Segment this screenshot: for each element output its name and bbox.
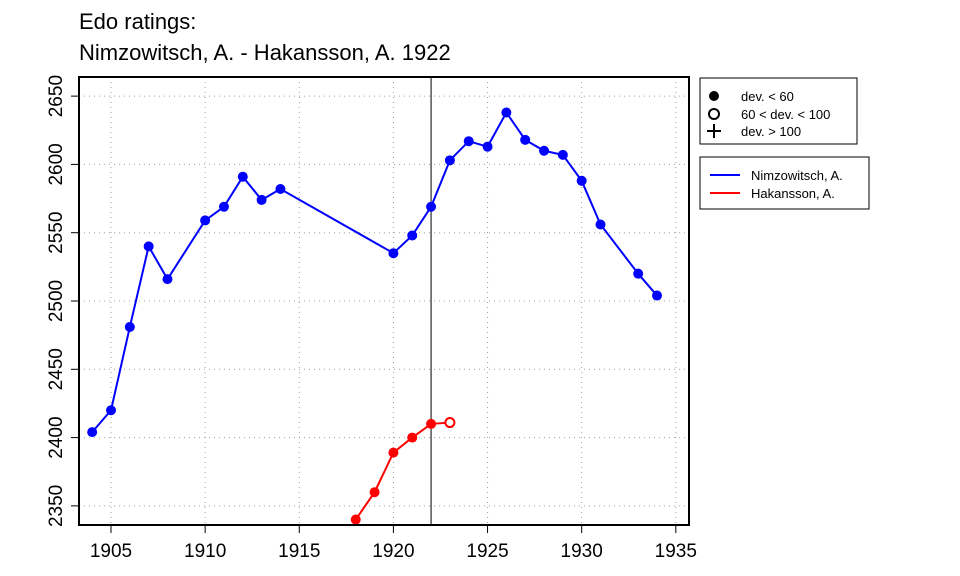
data-point — [463, 136, 474, 147]
series-legend-box — [699, 156, 870, 210]
y-tick-label: 2350 — [46, 485, 67, 527]
x-tick-label: 1930 — [561, 541, 603, 562]
y-axis: 2350 2400 2450 2500 2550 2600 2650 — [46, 75, 79, 527]
legend-open-circle-icon — [708, 108, 720, 120]
data-point — [200, 215, 211, 226]
legend-dev-high-label: dev. > 100 — [741, 124, 801, 139]
data-point — [633, 268, 644, 279]
data-point — [275, 184, 286, 194]
symbol-legend-box — [699, 77, 858, 145]
data-point — [557, 149, 568, 160]
legend-dev-mid-label: 60 < dev. < 100 — [741, 107, 830, 122]
y-tick-label: 2400 — [46, 416, 67, 458]
chart-title-line1: Edo ratings: — [79, 9, 196, 34]
data-point — [407, 432, 418, 443]
data-point — [237, 171, 248, 182]
series-2 — [350, 417, 456, 525]
data-point — [444, 155, 455, 166]
y-tick-label: 2550 — [46, 212, 67, 254]
data-point — [520, 134, 531, 145]
x-axis: 1905 1910 1915 1920 1925 1930 1935 — [90, 525, 697, 562]
data-point — [539, 145, 550, 156]
data-point — [407, 230, 418, 241]
data-point — [162, 274, 173, 285]
data-point — [218, 201, 229, 212]
data-point — [426, 201, 437, 212]
legend-filled-circle-icon — [709, 91, 719, 101]
y-tick-label: 2500 — [46, 280, 67, 322]
legend-dev-low-label: dev. < 60 — [741, 89, 794, 104]
x-tick-label: 1925 — [466, 541, 508, 562]
data-point — [106, 405, 117, 416]
series-1-line — [91, 110, 658, 433]
symbol-legend: dev. < 60 60 < dev. < 100 dev. > 100 — [699, 77, 858, 145]
y-tick-label: 2600 — [46, 143, 67, 185]
legend-series-2-label: Hakansson, A. — [751, 186, 835, 201]
legend-plus-icon — [707, 124, 721, 138]
data-point — [256, 194, 267, 205]
x-tick-label: 1935 — [655, 541, 697, 562]
data-point — [350, 514, 361, 525]
data-point — [482, 141, 493, 152]
data-point — [388, 248, 399, 259]
data-point — [369, 487, 380, 498]
y-tick-label: 2650 — [46, 75, 67, 117]
x-tick-label: 1905 — [90, 541, 132, 562]
y-tick-label: 2450 — [46, 348, 67, 390]
data-point — [426, 418, 437, 429]
x-tick-label: 1920 — [372, 541, 414, 562]
series-1 — [87, 107, 662, 438]
data-point — [388, 447, 399, 458]
data-point — [595, 219, 606, 230]
x-tick-label: 1915 — [278, 541, 320, 562]
data-point — [651, 290, 662, 301]
data-point — [87, 427, 98, 438]
series-legend: Nimzowitsch, A. Hakansson, A. — [699, 156, 870, 210]
chart-title-line2: Nimzowitsch, A. - Hakansson, A. 1922 — [79, 40, 451, 65]
grid — [79, 77, 689, 525]
data-point — [143, 241, 154, 252]
legend-series-1-label: Nimzowitsch, A. — [751, 168, 843, 183]
data-point — [124, 321, 135, 332]
x-tick-label: 1910 — [184, 541, 226, 562]
data-point — [501, 107, 512, 118]
data-point — [576, 175, 587, 186]
series-layer — [87, 107, 662, 525]
data-point — [444, 417, 456, 429]
